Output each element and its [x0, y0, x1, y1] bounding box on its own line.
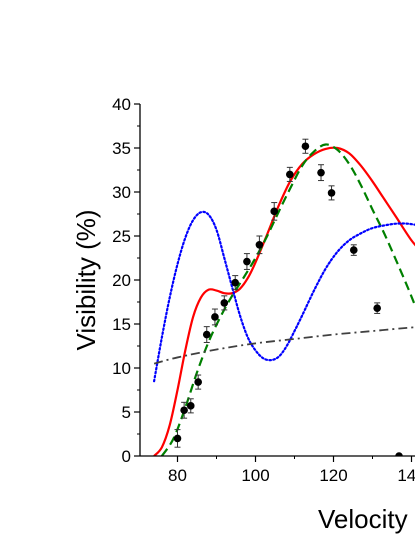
y-tick-label: 15	[112, 315, 131, 334]
data-point	[317, 164, 325, 182]
data-point-marker	[173, 434, 182, 443]
data-point	[327, 185, 336, 201]
data-point	[220, 295, 229, 311]
data-point-marker	[286, 170, 294, 179]
data-point-marker	[211, 313, 219, 321]
data-point-marker	[231, 278, 240, 287]
data-point	[373, 302, 381, 314]
x-tick-label: 80	[168, 466, 187, 485]
axes: 0 5 10 15 20 25 30 35 40 80 100 120 140	[112, 95, 415, 485]
curve-layer	[153, 143, 415, 456]
data-point	[255, 235, 264, 255]
y-axis-label: Visibility (%)	[71, 209, 101, 350]
series-line-2-dashed	[160, 143, 415, 456]
data-point	[186, 398, 195, 414]
data-point	[243, 253, 251, 270]
data-point-marker	[220, 299, 229, 307]
data-point	[173, 429, 182, 448]
data-points-layer	[173, 138, 403, 456]
data-point	[202, 326, 211, 343]
data-point	[270, 202, 279, 221]
data-point	[395, 452, 403, 456]
data-point-marker	[243, 257, 251, 266]
data-point-marker	[270, 207, 279, 216]
data-point	[211, 308, 219, 326]
data-point	[231, 275, 240, 291]
data-point-marker	[194, 378, 202, 386]
data-point	[286, 166, 294, 182]
x-tick-label: 140	[397, 466, 415, 485]
data-point-marker	[202, 330, 211, 339]
y-tick-label: 0	[122, 447, 131, 466]
y-tick-label: 35	[112, 139, 131, 158]
data-point-marker	[373, 304, 381, 312]
data-point	[180, 401, 188, 419]
data-point-marker	[395, 452, 403, 456]
data-point-marker	[349, 246, 358, 254]
series-line-1-solid	[153, 146, 415, 456]
x-axis-label: Velocity	[318, 504, 408, 534]
y-tick-label: 5	[122, 403, 131, 422]
series-line-3-dotted	[153, 210, 415, 383]
data-point-marker	[327, 189, 336, 197]
y-tick-label: 40	[112, 95, 131, 114]
data-point	[194, 374, 202, 390]
data-point-marker	[186, 402, 195, 410]
series-line-4-dash-dot	[153, 326, 415, 365]
data-point-marker	[255, 241, 264, 249]
y-tick-label: 30	[112, 183, 131, 202]
data-point	[301, 138, 310, 154]
data-point-marker	[180, 406, 188, 415]
x-tick-label: 100	[241, 466, 269, 485]
x-tick-label: 120	[319, 466, 347, 485]
y-tick-label: 25	[112, 227, 131, 246]
data-point-marker	[317, 168, 325, 177]
y-tick-label: 20	[112, 271, 131, 290]
data-point-marker	[301, 142, 310, 151]
data-point	[349, 244, 358, 256]
y-tick-label: 10	[112, 359, 131, 378]
